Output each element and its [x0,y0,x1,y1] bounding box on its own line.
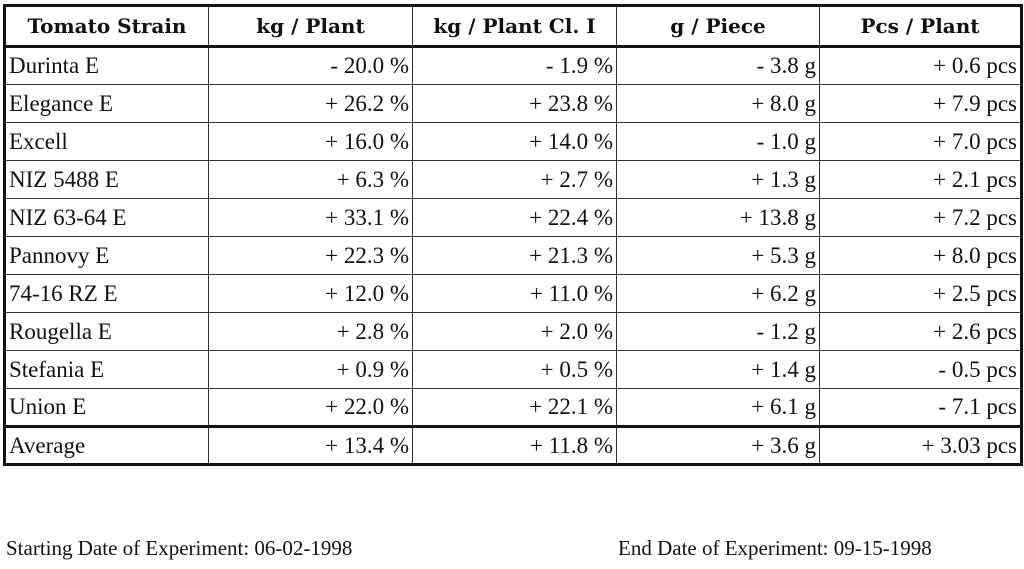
header-kg-per-plant: kg / Plant [208,5,413,48]
strain-name-cell: Durinta E [4,46,209,85]
kg-per-plant-cell: + 33.1 % [208,198,413,237]
strain-name-cell: Rougella E [4,312,209,351]
kg-per-plant-class-1-cell: + 0.5 % [412,350,617,389]
kg-per-plant-cell: - 20.0 % [208,46,413,85]
table-row: Union E + 22.0 % + 22.1 % + 6.1 g- 7.1 pcs [4,388,1022,427]
tomato-results-table: Tomato Strain kg / Plant kg / Plant Cl. … [3,4,1023,466]
table-row: NIZ 5488 E + 6.3 % + 2.7 % + 1.3 g + 2.1 pcs [4,160,1022,199]
pcs-per-plant-cell: + 2.5 pcs [819,274,1022,313]
g-per-piece-cell: - 1.0 g [616,122,820,161]
table-row: Durinta E- 20.0 % - 1.9 % - 3.8 g + 0.6 pcs [4,46,1022,85]
kg-per-plant-class-1-cell: + 2.7 % [412,160,617,199]
kg-per-plant-class-1-cell: + 21.3 % [412,236,617,275]
pcs-per-plant-cell: + 8.0 pcs [819,236,1022,275]
g-per-piece-cell: + 6.1 g [616,388,820,427]
g-per-piece-cell: - 1.2 g [616,312,820,351]
table-row: Elegance E + 26.2 % + 23.8 % + 8.0 g + 7.9 p… [4,84,1022,123]
pcs-per-plant-cell: - 0.5 pcs [819,350,1022,389]
header-row: Tomato Strain kg / Plant kg / Plant Cl. … [4,5,1022,48]
strain-name-cell: NIZ 63-64 E [4,198,209,237]
kg-per-plant-class-1-cell: + 11.0 % [412,274,617,313]
g-per-piece-cell: + 1.4 g [616,350,820,389]
kg-per-plant-cell: + 2.8 % [208,312,413,351]
pcs-per-plant-cell: + 2.1 pcs [819,160,1022,199]
g-per-piece-cell: - 3.8 g [616,46,820,85]
kg-per-plant-cell: + 22.0 % [208,388,413,427]
pcs-per-plant-cell: + 7.2 pcs [819,198,1022,237]
kg-per-plant-class-1-cell: + 22.1 % [412,388,617,427]
pcs-per-plant-cell: + 7.0 pcs [819,122,1022,161]
kg-per-plant-cell: + 22.3 % [208,236,413,275]
strain-name-cell: 74-16 RZ E [4,274,209,313]
header-tomato-strain: Tomato Strain [4,5,209,48]
strain-name-cell: Average [4,425,209,465]
pcs-per-plant-cell: + 2.6 pcs [819,312,1022,351]
kg-per-plant-cell: + 12.0 % [208,274,413,313]
pcs-per-plant-cell: - 7.1 pcs [819,388,1022,427]
g-per-piece-cell: + 13.8 g [616,198,820,237]
strain-name-cell: Excell [4,122,209,161]
g-per-piece-cell: + 1.3 g [616,160,820,199]
pcs-per-plant-cell: + 3.03 pcs [819,425,1022,465]
strain-name-cell: Stefania E [4,350,209,389]
g-per-piece-cell: + 5.3 g [616,236,820,275]
start-date: Starting Date of Experiment: 06-02-1998 [6,536,353,560]
kg-per-plant-cell: + 26.2 % [208,84,413,123]
kg-per-plant-class-1-cell: + 14.0 % [412,122,617,161]
kg-per-plant-class-1-cell: + 11.8 % [412,425,617,465]
strain-name-cell: Pannovy E [4,236,209,275]
table-row: 74-16 RZ E + 12.0 % + 11.0 % + 6.2 g + 2.5 p… [4,274,1022,313]
table-row: Excell + 16.0 % + 14.0 % - 1.0 g + 7.0 pcs [4,122,1022,161]
table-row: Rougella E + 2.8 % + 2.0 % - 1.2 g + 2.6 pcs [4,312,1022,351]
header-g-per-piece: g / Piece [616,5,820,48]
g-per-piece-cell: + 6.2 g [616,274,820,313]
kg-per-plant-cell: + 0.9 % [208,350,413,389]
g-per-piece-cell: + 8.0 g [616,84,820,123]
kg-per-plant-cell: + 6.3 % [208,160,413,199]
end-date: End Date of Experiment: 09-15-1998 [618,536,932,560]
kg-per-plant-class-1-cell: + 22.4 % [412,198,617,237]
average-row: Average + 13.4 % + 11.8 % + 3.6 g + 3.03 pcs [4,425,1022,465]
kg-per-plant-class-1-cell: + 2.0 % [412,312,617,351]
g-per-piece-cell: + 3.6 g [616,425,820,465]
header-pcs-per-plant: Pcs / Plant [819,5,1022,48]
kg-per-plant-cell: + 13.4 % [208,425,413,465]
strain-name-cell: Union E [4,388,209,427]
strain-name-cell: NIZ 5488 E [4,160,209,199]
kg-per-plant-class-1-cell: + 23.8 % [412,84,617,123]
pcs-per-plant-cell: + 7.9 pcs [819,84,1022,123]
kg-per-plant-cell: + 16.0 % [208,122,413,161]
pcs-per-plant-cell: + 0.6 pcs [819,46,1022,85]
table-row: NIZ 63-64 E + 33.1 % + 22.4 % + 13.8 g + 7.2… [4,198,1022,237]
table-row: Pannovy E + 22.3 % + 21.3 % + 5.3 g + 8.0 pc… [4,236,1022,275]
kg-per-plant-class-1-cell: - 1.9 % [412,46,617,85]
strain-name-cell: Elegance E [4,84,209,123]
header-kg-per-plant-class-1: kg / Plant Cl. I [412,5,617,48]
table-row: Stefania E + 0.9 % + 0.5 % + 1.4 g- 0.5 pcs [4,350,1022,389]
